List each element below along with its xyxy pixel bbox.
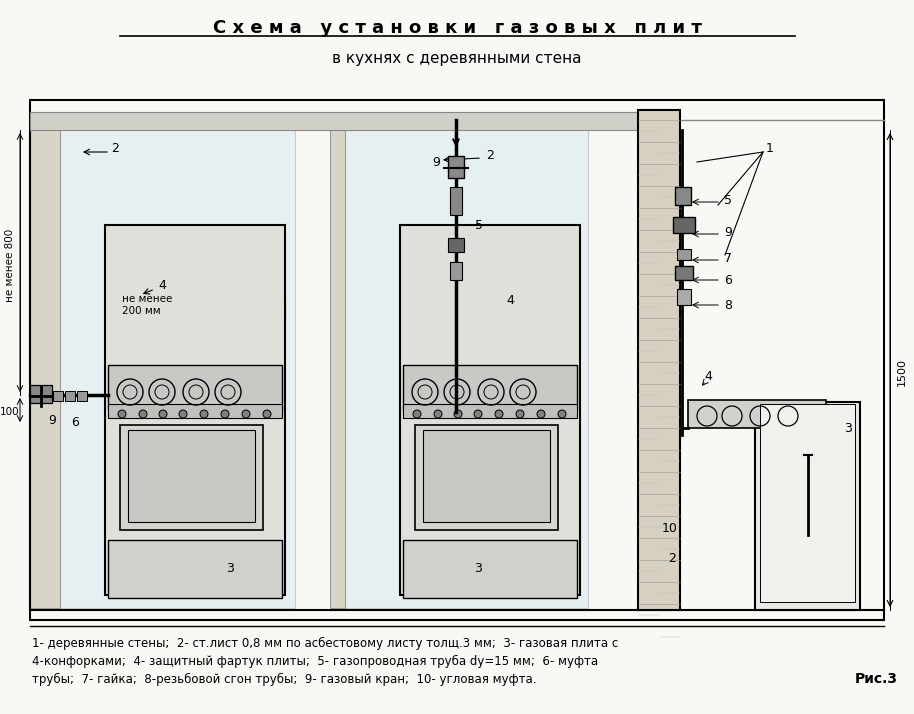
Bar [108, 404, 282, 418]
Text: 3: 3 [226, 561, 234, 575]
Bar [330, 116, 345, 608]
Bar [673, 217, 695, 233]
Text: не менее
200 мм: не менее 200 мм [122, 294, 173, 316]
Text: 6: 6 [724, 273, 732, 286]
Bar [403, 365, 577, 410]
Text: 3: 3 [474, 561, 482, 575]
Bar [403, 404, 577, 418]
Bar [30, 116, 60, 608]
Circle shape [179, 410, 187, 418]
Text: 1: 1 [766, 141, 774, 154]
Bar [108, 365, 282, 410]
Text: 9: 9 [48, 413, 56, 426]
Bar [448, 156, 464, 178]
Circle shape [516, 410, 524, 418]
Bar [77, 391, 87, 401]
Text: 7: 7 [724, 251, 732, 264]
Circle shape [413, 410, 421, 418]
Bar [677, 249, 691, 260]
Circle shape [221, 410, 229, 418]
Bar [415, 425, 558, 530]
Circle shape [558, 410, 566, 418]
Circle shape [118, 410, 126, 418]
Text: 6: 6 [71, 416, 79, 428]
Bar [128, 430, 255, 522]
Text: 3: 3 [844, 421, 852, 435]
Bar [30, 112, 655, 130]
Text: 4: 4 [158, 278, 166, 291]
Circle shape [139, 410, 147, 418]
Text: 100: 100 [0, 407, 20, 417]
Bar [675, 266, 693, 280]
Text: в кухнях с деревянными стена: в кухнях с деревянными стена [333, 51, 581, 66]
Circle shape [434, 410, 442, 418]
Text: 4-конфорками;  4- защитный фартук плиты;  5- газопроводная труба dy=15 мм;  6- м: 4-конфорками; 4- защитный фартук плиты; … [32, 655, 598, 668]
Text: 10: 10 [662, 521, 678, 535]
Bar [120, 425, 263, 530]
Bar [450, 187, 462, 215]
Bar [108, 540, 282, 598]
Text: не менее 800: не менее 800 [5, 228, 15, 301]
Bar [55, 116, 295, 608]
Circle shape [200, 410, 208, 418]
Bar [30, 100, 884, 620]
Text: 4: 4 [506, 293, 514, 306]
Bar [340, 116, 588, 608]
Text: 2: 2 [486, 149, 494, 161]
Text: 2: 2 [668, 551, 676, 565]
Text: 8: 8 [724, 298, 732, 311]
Text: 4: 4 [704, 370, 712, 383]
Text: 5: 5 [475, 218, 483, 231]
Circle shape [242, 410, 250, 418]
Bar [53, 391, 63, 401]
Bar [450, 262, 462, 280]
Bar [675, 187, 691, 205]
Text: 9: 9 [432, 156, 440, 169]
Bar [448, 238, 464, 252]
Text: Рис.3: Рис.3 [855, 672, 898, 686]
Circle shape [495, 410, 503, 418]
Bar [403, 540, 577, 598]
Bar [688, 400, 826, 428]
Bar [423, 430, 550, 522]
Bar [638, 110, 680, 610]
Text: 9: 9 [724, 226, 732, 238]
Circle shape [474, 410, 482, 418]
Bar [677, 289, 691, 305]
Text: 5: 5 [724, 193, 732, 206]
Circle shape [159, 410, 167, 418]
Circle shape [537, 410, 545, 418]
Circle shape [454, 410, 462, 418]
Bar [30, 385, 52, 403]
Text: 1500: 1500 [897, 358, 907, 386]
Bar [65, 391, 75, 401]
Bar [760, 404, 855, 602]
Text: 1- деревянные стены;  2- ст.лист 0,8 мм по асбестовому листу толщ.3 мм;  3- газо: 1- деревянные стены; 2- ст.лист 0,8 мм п… [32, 636, 618, 650]
Text: трубы;  7- гайка;  8-резьбовой сгон трубы;  9- газовый кран;  10- угловая муфта.: трубы; 7- гайка; 8-резьбовой сгон трубы;… [32, 673, 537, 685]
Text: С х е м а   у с т а н о в к и   г а з о в ы х   п л и т: С х е м а у с т а н о в к и г а з о в ы … [213, 19, 701, 37]
Bar [755, 402, 860, 610]
Circle shape [263, 410, 271, 418]
Text: 2: 2 [112, 141, 119, 154]
Bar [105, 225, 285, 595]
Bar [400, 225, 580, 595]
